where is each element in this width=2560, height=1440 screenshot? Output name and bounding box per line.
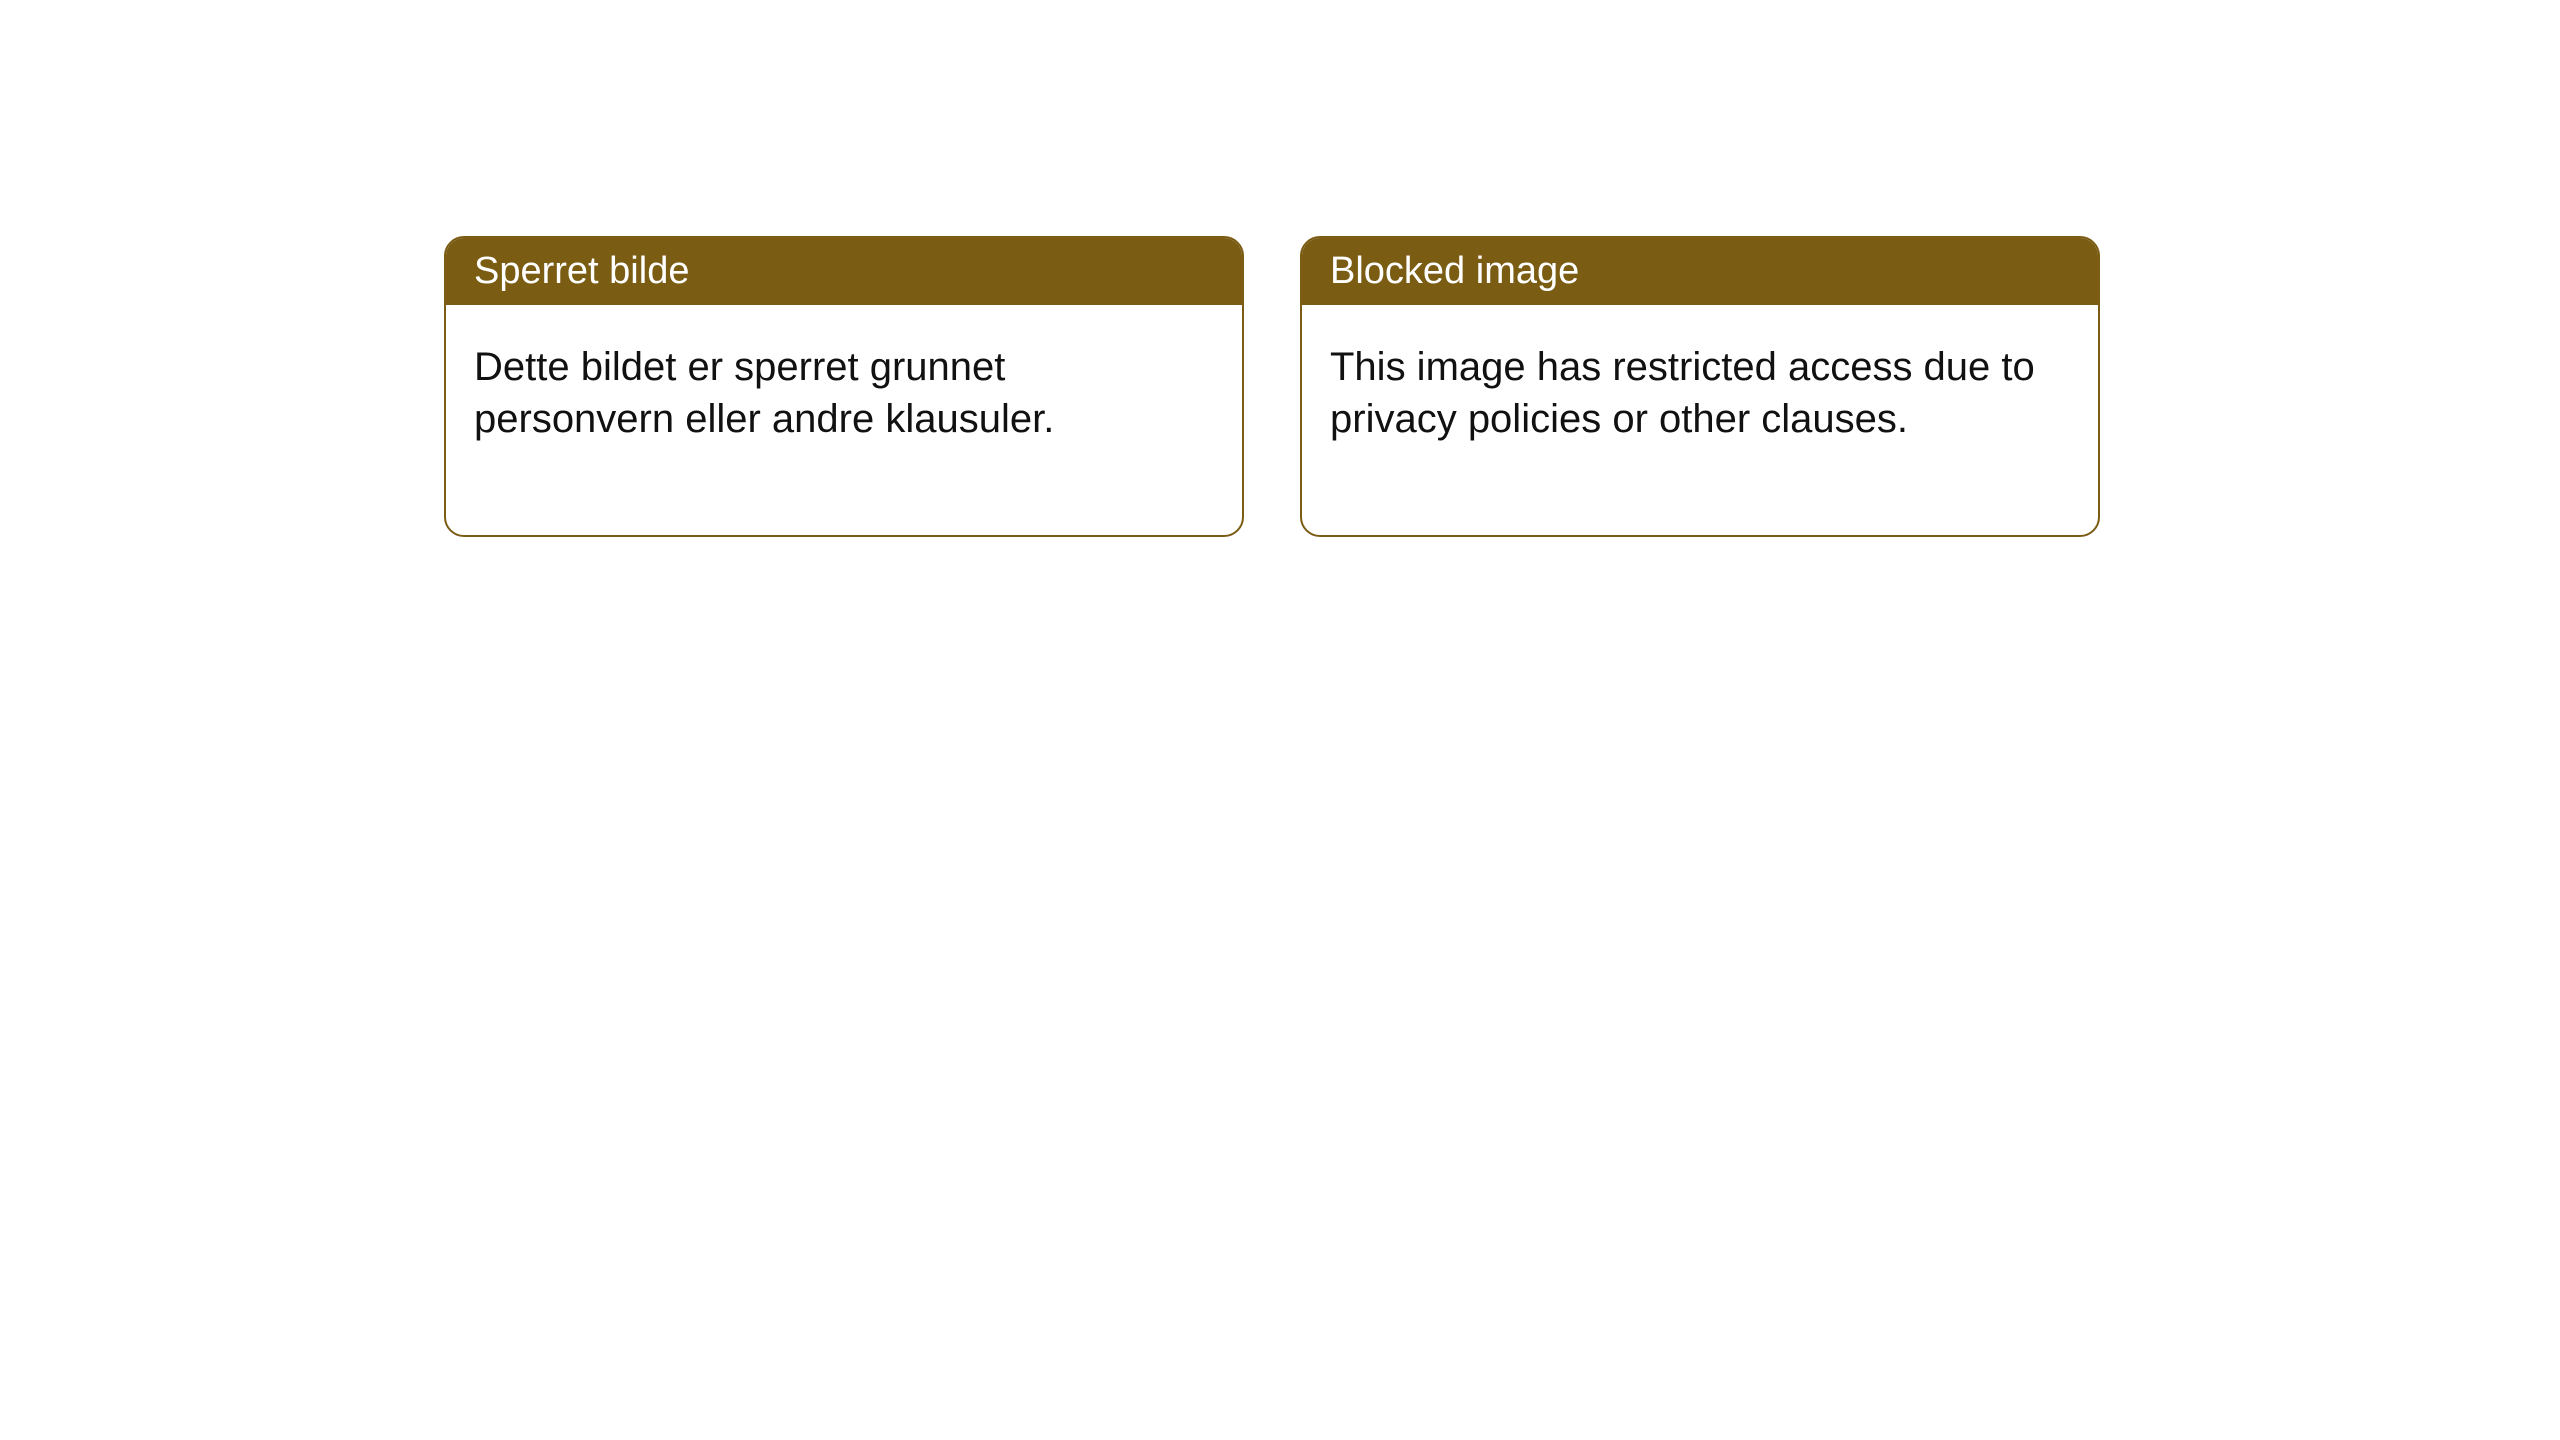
notice-container: Sperret bilde Dette bildet er sperret gr…: [0, 0, 2560, 537]
notice-body: This image has restricted access due to …: [1302, 305, 2098, 535]
notice-body: Dette bildet er sperret grunnet personve…: [446, 305, 1242, 535]
notice-title: Sperret bilde: [446, 238, 1242, 305]
notice-card-english: Blocked image This image has restricted …: [1300, 236, 2100, 537]
notice-card-norwegian: Sperret bilde Dette bildet er sperret gr…: [444, 236, 1244, 537]
notice-title: Blocked image: [1302, 238, 2098, 305]
